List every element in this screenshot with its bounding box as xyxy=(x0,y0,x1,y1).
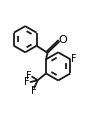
Text: F: F xyxy=(26,71,32,81)
Text: F: F xyxy=(24,77,30,87)
Text: F: F xyxy=(31,86,37,96)
Text: O: O xyxy=(58,35,67,45)
Text: F: F xyxy=(71,54,76,64)
